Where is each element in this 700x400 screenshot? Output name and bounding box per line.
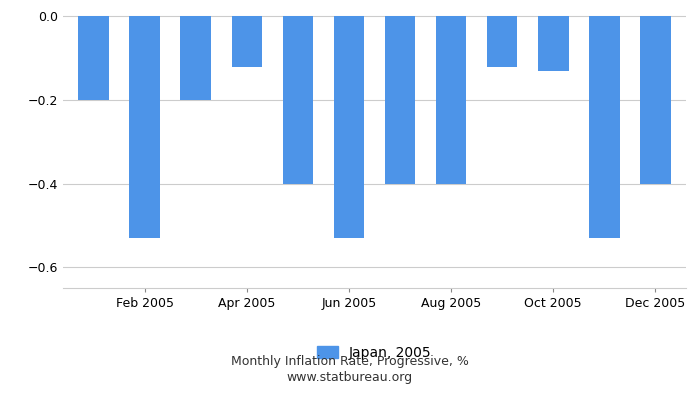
Bar [436, 16, 466, 184]
Bar [181, 16, 211, 100]
Bar [334, 16, 364, 238]
Bar [130, 16, 160, 238]
Bar [78, 16, 109, 100]
Bar [538, 16, 568, 71]
Bar [385, 16, 415, 184]
Bar [283, 16, 313, 184]
Bar [232, 16, 262, 66]
Text: Monthly Inflation Rate, Progressive, %: Monthly Inflation Rate, Progressive, % [231, 356, 469, 368]
Bar [640, 16, 671, 184]
Bar [589, 16, 620, 238]
Legend: Japan, 2005: Japan, 2005 [312, 340, 438, 365]
Text: www.statbureau.org: www.statbureau.org [287, 372, 413, 384]
Bar [486, 16, 517, 66]
